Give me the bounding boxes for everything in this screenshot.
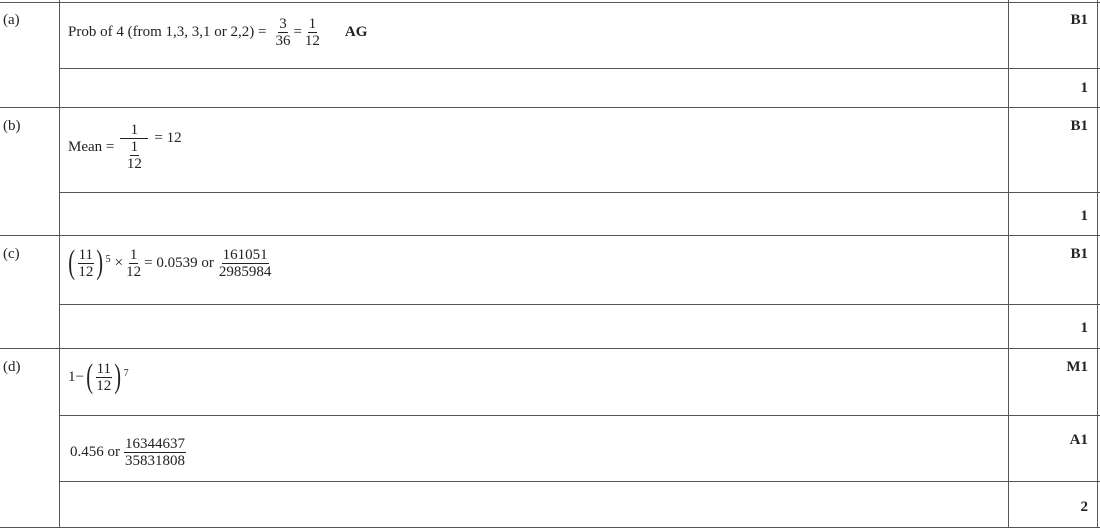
fraction: 1 12	[125, 247, 142, 280]
part-d-answer: 0.456 or 16344637 35831808	[70, 436, 188, 469]
denominator: 12	[304, 33, 320, 49]
fraction: 11 12	[77, 246, 95, 280]
numerator: 161051	[221, 246, 269, 264]
numerator: 3	[278, 16, 288, 33]
rule	[0, 527, 1100, 528]
numerator: 11	[77, 246, 95, 264]
mark: B1	[1070, 246, 1088, 262]
rule	[59, 304, 1100, 305]
open-paren: (	[86, 358, 94, 395]
fraction: 16344637 35831808	[124, 436, 186, 469]
denominator-fraction: 1 12	[126, 139, 143, 172]
answer-given-note: AG	[344, 24, 368, 40]
exponent: 5	[105, 253, 111, 265]
total-mark: 1	[1080, 320, 1089, 336]
part-d-working: 1− ( 11 12 ) 7	[68, 360, 129, 394]
rule	[59, 192, 1100, 193]
fraction: 161051 2985984	[218, 247, 273, 280]
close-paren: )	[96, 244, 104, 281]
denominator: 12	[126, 156, 142, 172]
times: ×	[114, 254, 124, 271]
mark: B1	[1070, 12, 1088, 28]
denominator: 12	[78, 263, 94, 280]
decimal-result: = 0.0539 or	[144, 254, 214, 271]
total-mark: 2	[1080, 499, 1089, 515]
denominator: 2985984	[218, 263, 272, 280]
column-divider	[1097, 0, 1098, 528]
close-paren: )	[114, 358, 122, 395]
text: Mean =	[68, 138, 115, 155]
numerator: 16344637	[124, 436, 186, 453]
part-label-c: (c)	[3, 246, 20, 262]
numerator: 1	[307, 16, 318, 33]
denominator: 12	[96, 377, 112, 394]
mark: M1	[1066, 359, 1088, 375]
mark: A1	[1069, 432, 1088, 448]
part-label-b: (b)	[3, 118, 21, 134]
text: 1−	[68, 368, 84, 385]
denominator: 35831808	[125, 453, 185, 469]
denominator: 12	[126, 263, 142, 280]
rule	[59, 481, 1100, 482]
rule	[0, 107, 1100, 108]
equals: =	[293, 24, 302, 40]
total-mark: 1	[1080, 208, 1089, 224]
rule	[59, 415, 1100, 416]
fraction: 11 12	[95, 360, 113, 394]
part-label-a: (a)	[3, 12, 20, 28]
numerator: 1	[128, 246, 139, 264]
part-c-working: ( 11 12 ) 5 × 1 12 = 0.0539 or 161051 29859…	[66, 246, 274, 280]
part-a-working: Prob of 4 (from 1,3, 3,1 or 2,2) = 3 36 =…	[68, 16, 367, 49]
part-b-working: Mean = 1 1 12 = 12	[68, 122, 182, 172]
rule	[59, 68, 1100, 69]
fraction: 3 36	[274, 16, 291, 49]
text: Prob of 4 (from 1,3, 3,1 or 2,2) =	[68, 24, 267, 40]
numerator: 1	[129, 139, 140, 156]
part-label-d: (d)	[3, 359, 21, 375]
rule	[0, 348, 1100, 349]
fraction: 1 1 12	[120, 122, 149, 172]
numerator: 1	[120, 122, 149, 139]
open-paren: (	[68, 244, 76, 281]
exponent: 7	[123, 367, 129, 379]
denominator: 36	[275, 33, 291, 49]
result: = 12	[154, 130, 182, 146]
decimal-result: 0.456 or	[70, 444, 120, 460]
rule	[0, 2, 1100, 3]
numerator: 11	[95, 360, 113, 378]
mark: B1	[1070, 118, 1088, 134]
total-mark: 1	[1080, 80, 1089, 96]
fraction: 1 12	[304, 16, 321, 49]
column-divider	[1008, 0, 1009, 528]
column-divider	[59, 0, 60, 528]
rule	[0, 235, 1100, 236]
